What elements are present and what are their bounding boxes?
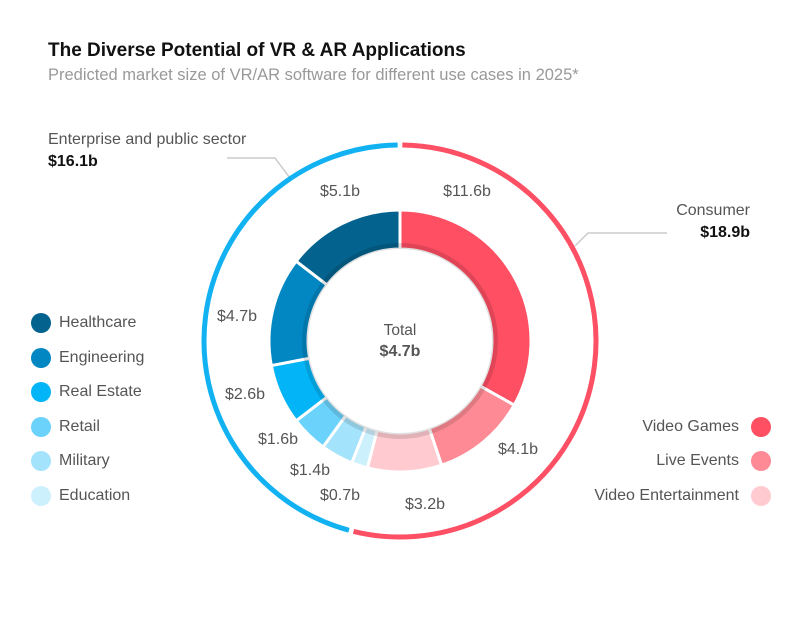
legend-swatch: [31, 313, 51, 333]
enterprise-group-value: $16.1b: [48, 153, 98, 170]
legend-label: Engineering: [59, 349, 145, 366]
center-value: $4.7b: [379, 343, 421, 360]
segment-video-games: [398, 208, 533, 408]
legend-swatch: [751, 451, 771, 471]
group-arc-consumer: [352, 142, 599, 540]
value-label-healthcare: $5.1b: [319, 183, 361, 200]
legend-label: Retail: [59, 418, 100, 435]
legend-item-retail: Retail: [31, 417, 100, 437]
legend-item-engineering: Engineering: [31, 348, 144, 368]
legend-label: Video Games: [642, 418, 739, 435]
value-label-video-games: $11.6b: [443, 183, 491, 200]
legend-swatch: [31, 417, 51, 437]
legend-swatch: [31, 382, 51, 402]
value-label-military: $1.4b: [289, 462, 331, 479]
legend-item-military: Military: [31, 451, 110, 471]
legend-swatch: [751, 486, 771, 506]
consumer-group-label: Consumer: [676, 202, 750, 219]
legend-label: Healthcare: [59, 314, 137, 331]
chart-title: The Diverse Potential of VR & AR Applica…: [48, 40, 466, 61]
value-label-education: $0.7b: [319, 487, 361, 504]
legend-label: Education: [59, 487, 131, 504]
legend-label: Live Events: [656, 452, 739, 469]
value-label-real-estate: $2.6b: [224, 386, 266, 403]
legend-item-healthcare: Healthcare: [31, 313, 136, 333]
legend-item-video-games: Video Games: [642, 417, 771, 437]
value-label-retail: $1.6b: [257, 431, 299, 448]
legend-swatch: [31, 348, 51, 368]
legend-label: Real Estate: [59, 383, 142, 400]
legend-swatch: [31, 451, 51, 471]
consumer-group-value: $18.9b: [700, 224, 750, 241]
inner-shadow: [302, 243, 498, 439]
center-label: Total: [383, 322, 417, 339]
legend-label: Video Entertainment: [594, 487, 739, 504]
legend-swatch: [31, 486, 51, 506]
chart-subtitle: Predicted market size of VR/AR software …: [48, 66, 579, 84]
segment-healthcare: [294, 208, 402, 288]
value-label-engineering: $4.7b: [216, 308, 258, 325]
group-arc-enterprise-and-public-sector: [201, 142, 398, 533]
legend-swatch: [751, 417, 771, 437]
value-label-live-events: $4.1b: [497, 441, 539, 458]
legend-label: Military: [59, 452, 110, 469]
legend-item-real-estate: Real Estate: [31, 382, 142, 402]
enterprise-group-label: Enterprise and public sector: [48, 131, 247, 148]
enterprise-callout-line: [227, 157, 291, 179]
value-label-video-entertainment: $3.2b: [404, 496, 446, 513]
legend-item-education: Education: [31, 486, 130, 506]
legend-item-video-entertainment: Video Entertainment: [594, 486, 771, 506]
consumer-callout-line: [574, 232, 667, 247]
legend-item-live-events: Live Events: [656, 451, 771, 471]
